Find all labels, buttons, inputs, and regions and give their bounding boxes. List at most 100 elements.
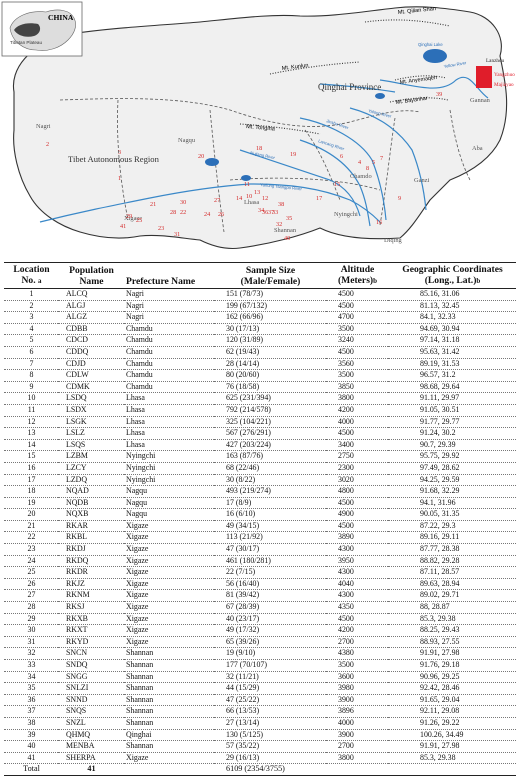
cell-location-no: 10 (4, 392, 58, 405)
site-number: 1 (118, 175, 121, 182)
table-row: 10 LSDQ Lhasa 625 (231/394) 3800 91.11, 29.97 (4, 392, 516, 405)
cell-coordinates: 96.57, 31.2 (388, 369, 516, 382)
cell-coordinates: 94.25, 29.59 (388, 474, 516, 487)
site-number: 30 (180, 199, 186, 206)
cell-location-no: 19 (4, 497, 58, 510)
cell-prefecture: Shannan (124, 740, 214, 753)
cell-coordinates: 91.05, 30.51 (388, 404, 516, 417)
cell-coordinates: 94.1, 31.96 (388, 497, 516, 510)
rivers (39, 76, 489, 227)
cell-altitude: 4500 (326, 288, 388, 301)
cell-population-name: LZDQ (58, 474, 124, 487)
mountain-label-anyemaqen: Mt. Anyemaqen (399, 75, 437, 86)
cell-location-no: 4 (4, 323, 58, 336)
cell-coordinates: 97.49, 28.62 (388, 462, 516, 475)
cell-prefecture: Qinghai (124, 729, 214, 742)
site-number: 33 (272, 209, 278, 216)
table-total-row: Total 41 6109 (2354/3755) (4, 763, 516, 776)
cell-altitude: 3900 (326, 694, 388, 707)
table-row: 19 NQDB Nagqu 17 (8/9) 4500 94.1, 31.96 (4, 497, 516, 510)
site-number: 18 (256, 145, 262, 152)
cell-sample-size: 29 (16/13) (214, 752, 326, 765)
cell-altitude: 3020 (326, 474, 388, 487)
prefecture-label-nagri: Nagri (36, 123, 51, 130)
table-row: 20 NQXB Nagqu 16 (6/10) 4900 90.05, 31.35 (4, 508, 516, 521)
cell-prefecture: Nagri (124, 300, 214, 313)
total-count: 41 (58, 763, 124, 776)
cell-location-no: 12 (4, 416, 58, 429)
cell-coordinates: 91.11, 29.97 (388, 392, 516, 405)
cell-location-no: 28 (4, 601, 58, 614)
table-row: 38 SNZL Shannan 27 (13/14) 4000 91.26, 29.22 (4, 717, 516, 730)
cell-altitude: 4700 (326, 311, 388, 324)
table-row: 36 SNND Shannan 47 (25/22) 3900 91.65, 29.04 (4, 694, 516, 707)
cell-location-no: 23 (4, 543, 58, 556)
cell-altitude: 4300 (326, 589, 388, 603)
cell-population-name: LSQS (58, 439, 124, 452)
table-row: 27 RKNM Xigaze 81 (39/42) 4300 89.02, 29.71 (4, 589, 516, 603)
sample-sites: 1 2 3 4 5 6 7 8 9 10 11 12 13 14 15 16 1… (46, 91, 442, 242)
cell-sample-size: 66 (13/53) (214, 705, 326, 718)
cell-altitude: 3600 (326, 671, 388, 684)
cell-location-no: 17 (4, 474, 58, 487)
cell-prefecture: Nagri (124, 311, 214, 324)
cell-population-name: NQXB (58, 508, 124, 521)
cell-coordinates: 85.16, 31.06 (388, 288, 516, 301)
cell-prefecture: Xigaze (124, 624, 214, 637)
cell-altitude: 4380 (326, 647, 388, 660)
cell-population-name: SNLZI (58, 682, 124, 695)
cell-population-name: CDCD (58, 334, 124, 347)
prefecture-label-diqing: Diqing (384, 237, 403, 244)
cell-location-no: 13 (4, 427, 58, 440)
cell-prefecture: Nagqu (124, 497, 214, 510)
table-row: 6 CDDQ Chamdu 62 (19/43) 4500 95.63, 31.42 (4, 346, 516, 359)
header-sample-size: Sample Size (Male/Female) (214, 262, 326, 289)
cell-location-no: 15 (4, 450, 58, 463)
cell-location-no: 26 (4, 578, 58, 591)
cell-population-name: ALGJ (58, 300, 124, 313)
study-area-map: Mt. Qilian Shan Mt. Kunlun Mt. Tongiha M… (0, 0, 520, 258)
cell-sample-size: 32 (11/21) (214, 671, 326, 684)
cell-altitude: 3890 (326, 531, 388, 545)
cell-prefecture: Xigaze (124, 578, 214, 591)
table-row: 17 LZDQ Nyingchi 30 (8/22) 3020 94.25, 29.59 (4, 474, 516, 487)
table-row: 16 LZCY Nyingchi 68 (22/46) 2300 97.49, 28.62 (4, 462, 516, 475)
cell-population-name: CDLW (58, 369, 124, 382)
cell-coordinates: 91.91, 27.98 (388, 740, 516, 753)
table-row: 3 ALGZ Nagri 162 (66/96) 4700 84.1, 32.33 (4, 311, 516, 324)
cell-sample-size: 17 (8/9) (214, 497, 326, 510)
site-number: 26 (218, 211, 224, 218)
cell-coordinates: 91.65, 29.04 (388, 694, 516, 707)
cell-coordinates: 85.3, 29.38 (388, 613, 516, 626)
total-empty (388, 763, 516, 776)
cell-location-no: 35 (4, 682, 58, 695)
cell-sample-size: 44 (15/29) (214, 682, 326, 695)
china-outline (9, 9, 76, 51)
table-row: 7 CDJD Chamdu 28 (14/14) 3560 89.19, 31.53 (4, 358, 516, 371)
table-row: 22 RKBL Xigaze 113 (21/92) 3890 89.16, 29.11 (4, 531, 516, 545)
table-header-row: Location No. a Population Name Prefectur… (4, 262, 516, 289)
cell-population-name: CDMK (58, 381, 124, 394)
cell-altitude: 3500 (326, 323, 388, 336)
cell-location-no: 2 (4, 300, 58, 313)
cell-location-no: 40 (4, 740, 58, 753)
site-number: 3 (118, 149, 121, 156)
site-number: 17 (316, 195, 322, 202)
cell-location-no: 9 (4, 381, 58, 394)
jinsha-river (299, 117, 387, 221)
inset-label: Tibetan Plateau (10, 40, 42, 45)
mountain-label-bayanhar: Mt. Bayanhar (395, 96, 428, 106)
cell-sample-size: 80 (20/60) (214, 369, 326, 382)
site-number: 15 (334, 181, 340, 188)
header-altitude: Altitude (Meters)b (326, 262, 388, 289)
table-row: 2 ALGJ Nagri 199 (67/132) 4500 81.13, 32.45 (4, 300, 516, 313)
cell-population-name: CDDQ (58, 346, 124, 359)
site-number: 35 (286, 215, 292, 222)
cell-altitude: 4350 (326, 601, 388, 614)
site-number: 23 (158, 225, 164, 232)
table-row: 35 SNLZI Shannan 44 (15/29) 3980 92.42, 28.46 (4, 682, 516, 695)
table-row: 29 RKXB Xigaze 40 (23/17) 4500 85.3, 29.38 (4, 613, 516, 626)
cell-population-name: CDJD (58, 358, 124, 371)
cell-altitude: 3400 (326, 439, 388, 452)
cell-sample-size: 47 (25/22) (214, 694, 326, 707)
